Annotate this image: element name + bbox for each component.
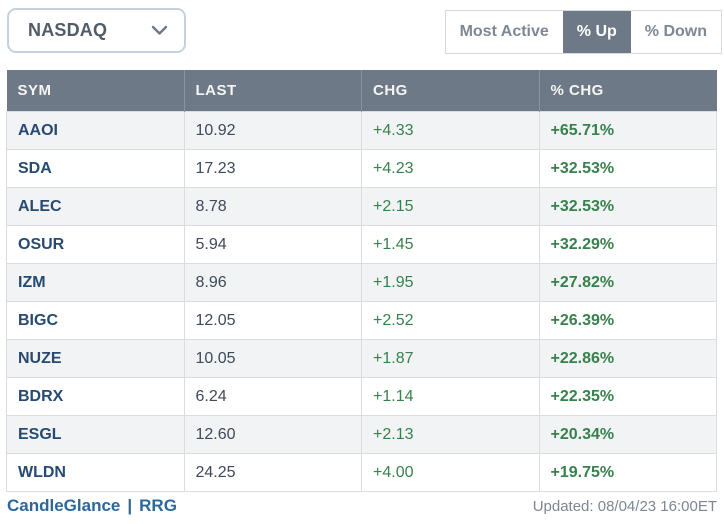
gainers-table: SYM LAST CHG % CHG AAOI 10.92 +4.33 +65.71%… xyxy=(6,70,717,492)
change-cell: +1.14 xyxy=(361,377,540,416)
last-price-cell: 12.60 xyxy=(183,415,362,454)
change-cell: +4.23 xyxy=(361,149,540,188)
last-price-cell: 10.92 xyxy=(183,111,362,150)
last-price-cell: 10.05 xyxy=(183,339,362,378)
change-cell: +2.13 xyxy=(361,415,540,454)
updated-timestamp: Updated: 08/04/23 16:00ET xyxy=(532,498,717,515)
last-price-cell: 6.24 xyxy=(183,377,362,416)
symbol-cell[interactable]: SDA xyxy=(6,149,185,188)
table-row: ALEC 8.78 +2.15 +32.53% xyxy=(6,187,717,226)
percent-change-cell: +32.29% xyxy=(538,225,717,264)
percent-change-cell: +27.82% xyxy=(538,263,717,302)
candleglance-link[interactable]: CandleGlance xyxy=(7,496,121,515)
rrg-link[interactable]: RRG xyxy=(139,496,177,515)
symbol-cell[interactable]: OSUR xyxy=(6,225,185,264)
tab-percent-up[interactable]: % Up xyxy=(562,11,631,53)
symbol-cell[interactable]: BDRX xyxy=(6,377,185,416)
percent-change-cell: +20.34% xyxy=(538,415,717,454)
symbol-cell[interactable]: ALEC xyxy=(6,187,185,226)
symbol-cell[interactable]: IZM xyxy=(6,263,185,302)
view-tabs: Most Active% Up% Down xyxy=(444,10,722,54)
symbol-cell[interactable]: AAOI xyxy=(6,111,185,150)
percent-change-cell: +32.53% xyxy=(538,149,717,188)
change-cell: +4.33 xyxy=(361,111,540,150)
percent-change-cell: +19.75% xyxy=(538,453,717,492)
symbol-cell[interactable]: NUZE xyxy=(6,339,185,378)
percent-change-cell: +26.39% xyxy=(538,301,717,340)
symbol-cell[interactable]: WLDN xyxy=(6,453,185,492)
table-row: BIGC 12.05 +2.52 +26.39% xyxy=(6,301,717,340)
footer-links: CandleGlance | RRG xyxy=(7,496,177,516)
change-cell: +2.15 xyxy=(361,187,540,226)
table-row: IZM 8.96 +1.95 +27.82% xyxy=(6,263,717,302)
table-row: NUZE 10.05 +1.87 +22.86% xyxy=(6,339,717,378)
widget-footer: CandleGlance | RRG Updated: 08/04/23 16:00… xyxy=(7,496,717,516)
change-cell: +1.45 xyxy=(361,225,540,264)
chevron-down-icon xyxy=(151,25,168,36)
last-price-cell: 8.96 xyxy=(183,263,362,302)
table-row: ESGL 12.60 +2.13 +20.34% xyxy=(6,415,717,454)
column-header-chg: CHG xyxy=(361,70,539,112)
exchange-dropdown[interactable]: NASDAQ xyxy=(7,8,186,53)
table-row: BDRX 6.24 +1.14 +22.35% xyxy=(6,377,717,416)
table-header-row: SYM LAST CHG % CHG xyxy=(6,70,717,112)
table-row: OSUR 5.94 +1.45 +32.29% xyxy=(6,225,717,264)
last-price-cell: 24.25 xyxy=(183,453,362,492)
link-separator: | xyxy=(127,496,133,515)
last-price-cell: 12.05 xyxy=(183,301,362,340)
last-price-cell: 17.23 xyxy=(183,149,362,188)
percent-change-cell: +32.53% xyxy=(538,187,717,226)
column-header-pct-chg: % CHG xyxy=(538,70,717,112)
change-cell: +2.52 xyxy=(361,301,540,340)
column-header-last: LAST xyxy=(183,70,362,112)
table-body: AAOI 10.92 +4.33 +65.71% SDA 17.23 +4.23 +32.53… xyxy=(6,111,717,492)
symbol-cell[interactable]: ESGL xyxy=(6,415,185,454)
change-cell: +1.95 xyxy=(361,263,540,302)
last-price-cell: 5.94 xyxy=(183,225,362,264)
column-header-sym: SYM xyxy=(6,70,184,112)
change-cell: +1.87 xyxy=(361,339,540,378)
table-row: AAOI 10.92 +4.33 +65.71% xyxy=(6,111,717,150)
tab-most-active[interactable]: Most Active xyxy=(446,11,563,53)
last-price-cell: 8.78 xyxy=(183,187,362,226)
table-row: SDA 17.23 +4.23 +32.53% xyxy=(6,149,717,188)
percent-change-cell: +22.35% xyxy=(538,377,717,416)
percent-change-cell: +65.71% xyxy=(538,111,717,150)
tab-percent-down[interactable]: % Down xyxy=(631,11,721,53)
exchange-dropdown-value: NASDAQ xyxy=(28,20,108,40)
percent-change-cell: +22.86% xyxy=(538,339,717,378)
table-row: WLDN 24.25 +4.00 +19.75% xyxy=(6,453,717,492)
change-cell: +4.00 xyxy=(361,453,540,492)
symbol-cell[interactable]: BIGC xyxy=(6,301,185,340)
